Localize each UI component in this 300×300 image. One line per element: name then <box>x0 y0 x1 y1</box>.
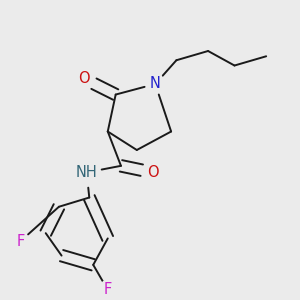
Text: O: O <box>78 71 90 86</box>
Text: N: N <box>150 76 161 92</box>
Text: O: O <box>147 165 158 180</box>
Text: NH: NH <box>76 165 98 180</box>
Text: F: F <box>16 234 25 249</box>
Text: F: F <box>103 282 112 297</box>
